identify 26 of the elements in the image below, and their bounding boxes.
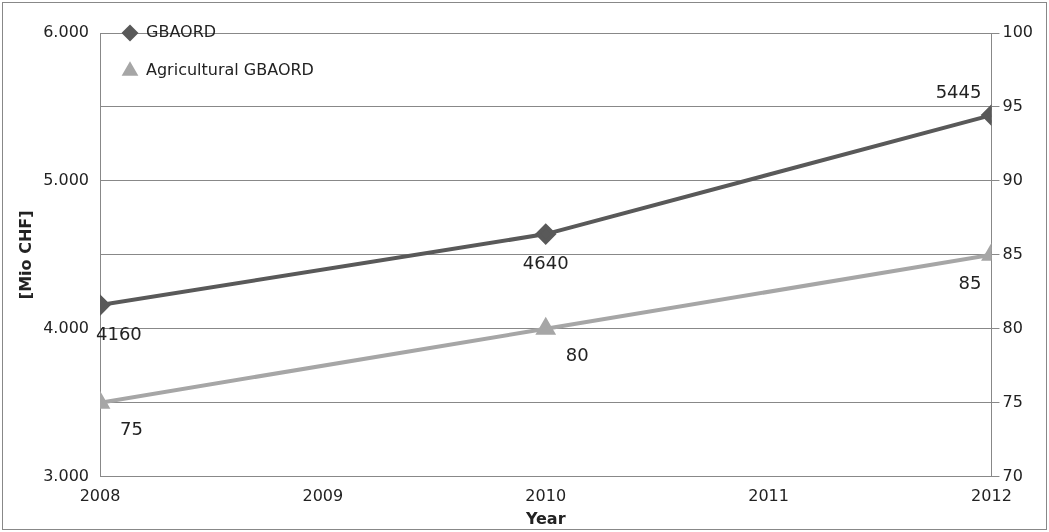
data-label: 4160 xyxy=(96,322,142,344)
y2-tick-label: 95 xyxy=(1002,96,1023,116)
data-label: 80 xyxy=(565,344,589,366)
y2-tick-label: 80 xyxy=(1002,317,1023,337)
y-tick-label: 5.000 xyxy=(43,170,89,190)
data-label: 4640 xyxy=(522,251,569,273)
data-label: 5445 xyxy=(935,80,982,102)
x-tick-label: 2010 xyxy=(525,486,567,506)
data-label: 75 xyxy=(120,418,143,440)
y2-tick-label: 85 xyxy=(1002,243,1023,263)
y-axis-title: [Mio CHF] xyxy=(15,210,35,300)
legend-label: GBAORD xyxy=(146,22,217,42)
data-label: 85 xyxy=(958,272,982,294)
y2-tick-label: 75 xyxy=(1002,391,1023,411)
y-tick-label: 6.000 xyxy=(43,22,89,42)
x-tick-label: 2008 xyxy=(79,486,121,506)
x-axis-title: Year xyxy=(524,508,566,528)
x-tick-label: 2012 xyxy=(971,486,1012,506)
y2-tick-label: 90 xyxy=(1002,170,1023,190)
y-tick-label: 4.000 xyxy=(43,317,89,337)
x-tick-label: 2011 xyxy=(748,486,789,506)
y-tick-label: 3.000 xyxy=(43,465,89,485)
x-tick-label: 2009 xyxy=(302,486,344,506)
y2-tick-label: 70 xyxy=(1002,465,1023,485)
y2-tick-label: 100 xyxy=(1002,22,1034,42)
legend-label: Agricultural GBAORD xyxy=(146,60,314,80)
